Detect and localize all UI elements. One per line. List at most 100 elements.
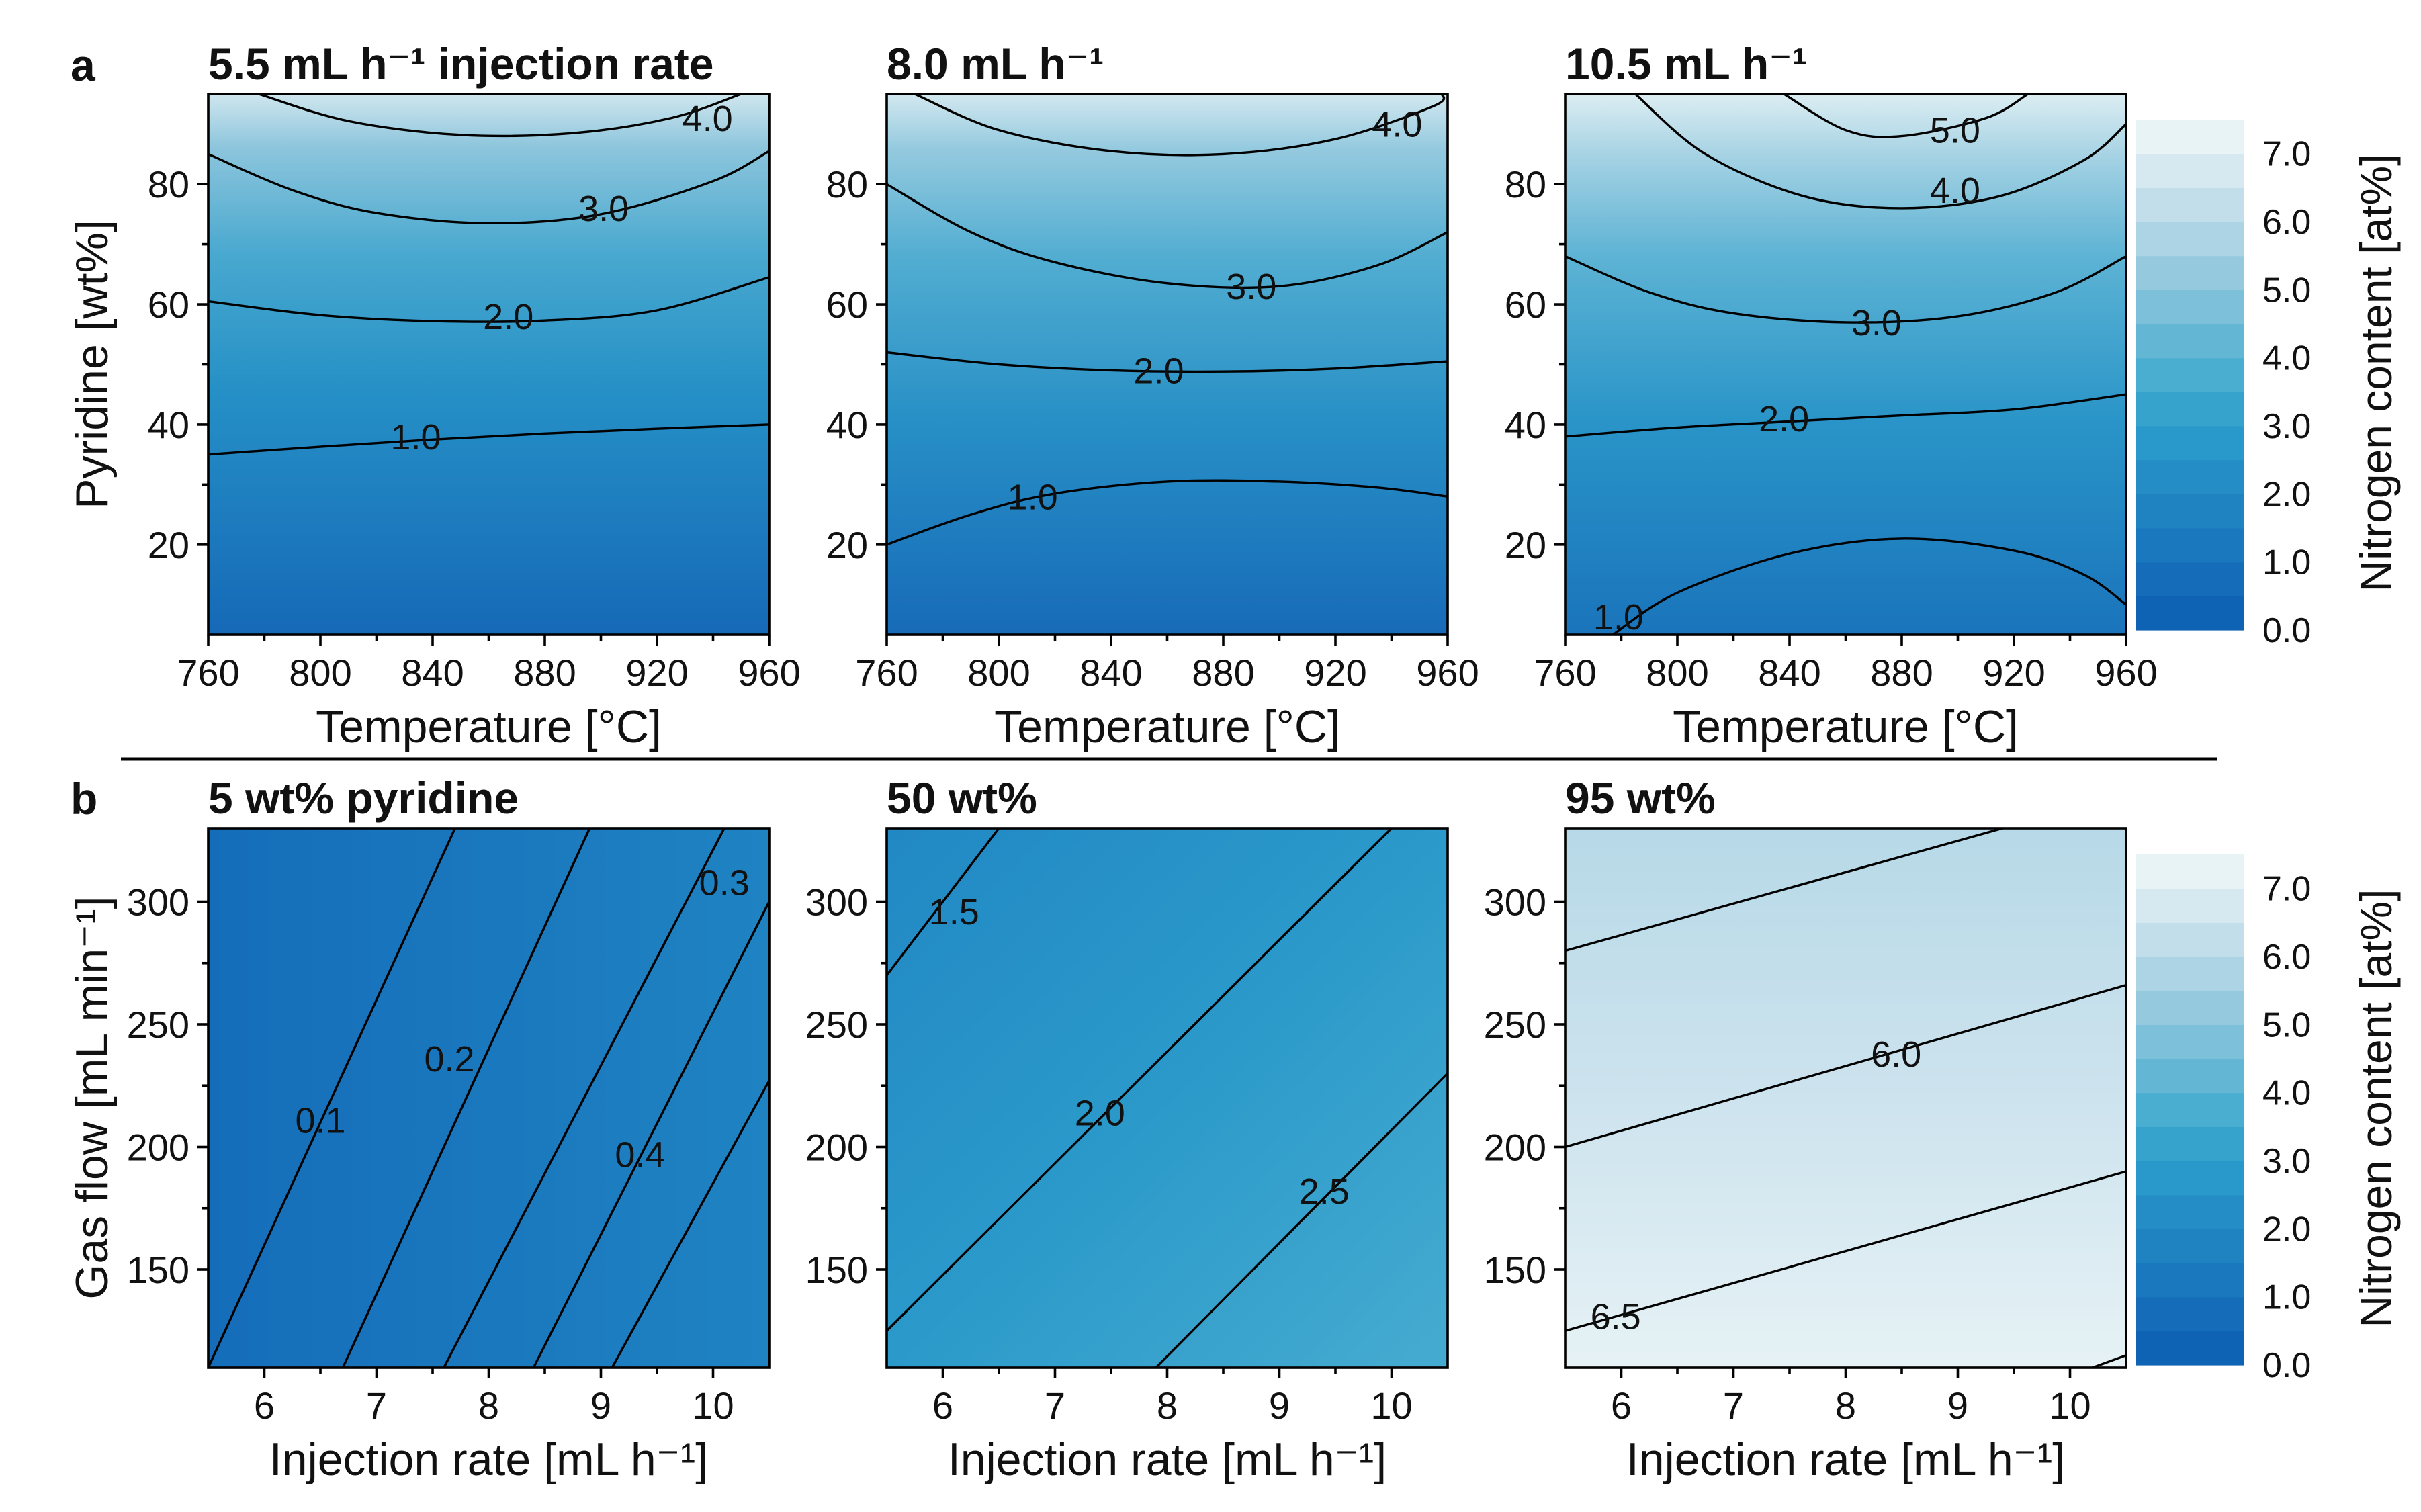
colorbar-swatch — [2136, 922, 2244, 957]
contour-line-7 — [2092, 1354, 2126, 1368]
colorbar-tick-label: 4.0 — [2262, 1074, 2311, 1113]
colorbar-swatch — [2136, 1331, 2244, 1366]
contour-fill — [1565, 828, 2126, 1368]
colorbar-swatch — [2136, 153, 2244, 188]
x-tick-label: 10 — [2049, 1384, 2090, 1427]
y-tick-label: 250 — [1484, 1004, 1546, 1046]
x-axis-label: Temperature [°C] — [1673, 701, 2019, 752]
contour-line-0.1 — [208, 828, 456, 1368]
contour-label: 3.0 — [1851, 303, 1902, 343]
colorbar-tick-label: 0.0 — [2262, 611, 2311, 650]
colorbar-top: 7.0 6.0 5.0 4.0 3.0 2.0 1.0 0.0 Nitrogen content… — [2136, 120, 2401, 650]
y-tick-label: 200 — [127, 1126, 189, 1169]
x-tick-label: 880 — [1192, 652, 1254, 694]
panel-title: 95 wt% — [1565, 773, 1716, 823]
x-tick-label: 9 — [1269, 1384, 1290, 1427]
colorbar-tick-label: 1.0 — [2262, 543, 2311, 582]
x-tick-label: 6 — [932, 1384, 953, 1427]
panel-letter-b: b — [71, 774, 97, 824]
panel-title: 5.5 mL h⁻¹ injection rate — [208, 39, 713, 89]
x-tick-label: 960 — [2095, 652, 2157, 694]
colorbar-swatch — [2136, 1059, 2244, 1094]
contour-line-2 — [1565, 393, 2126, 438]
colorbar-tick-label: 5.0 — [2262, 271, 2311, 310]
contour-line-0.5 — [611, 1080, 769, 1368]
contour-label: 5.0 — [1930, 111, 1980, 151]
x-tick-label: 10 — [1370, 1384, 1412, 1427]
contour-label: 3.0 — [1226, 267, 1276, 307]
panel-letter-a: a — [71, 40, 96, 90]
contour-lines — [208, 94, 769, 456]
x-tick-label: 960 — [738, 652, 800, 694]
x-tick-label: 760 — [1534, 652, 1596, 694]
contour-lines — [208, 828, 769, 1368]
x-tick-label: 920 — [1982, 652, 2045, 694]
x-tick-label: 6 — [254, 1384, 275, 1427]
y-tick-label: 60 — [148, 283, 189, 326]
x-tick-label: 7 — [1045, 1384, 1065, 1427]
contour-line-5.5 — [1565, 828, 2003, 952]
contour-lines — [887, 94, 1448, 546]
panel-title: 5 wt% pyridine — [208, 773, 519, 823]
y-tick-label: 80 — [148, 163, 189, 206]
y-tick-label: 150 — [805, 1249, 868, 1291]
colorbar-swatch — [2136, 1229, 2244, 1263]
colorbar-swatch — [2136, 1296, 2244, 1331]
y-tick-label: 60 — [826, 283, 868, 326]
contour-line-1 — [1612, 537, 2126, 635]
x-tick-label: 800 — [967, 652, 1030, 694]
x-tick-label: 840 — [1080, 652, 1142, 694]
x-tick-label: 920 — [1304, 652, 1366, 694]
y-axis-label: Gas flow [mL min⁻¹] — [67, 896, 118, 1299]
contour-label: 0.3 — [699, 862, 750, 903]
y-tick-label: 200 — [1484, 1126, 1546, 1169]
contour-panel-a3: 1.0 2.0 3.0 4.0 5.0 760 800 840 880 920 960 20 40 60 8… — [1505, 39, 2158, 752]
y-tick-label: 40 — [1505, 404, 1546, 446]
colorbar-swatch — [2136, 854, 2244, 889]
contour-panel-b3: 6.0 6.5 6 7 8 9 10 150 200 250 300 95 wt% Injection … — [1484, 773, 2127, 1485]
colorbar-swatch — [2136, 1263, 2244, 1298]
y-tick-label: 300 — [127, 881, 189, 924]
colorbar-swatch — [2136, 888, 2244, 923]
contour-fill — [208, 828, 769, 1368]
colorbar-tick-label: 0.0 — [2262, 1346, 2311, 1385]
contour-panel-b1: 0.1 0.2 0.3 0.4 6 7 8 9 10 150 200 250 300 5 wt% pyri… — [67, 773, 771, 1485]
colorbar-bottom: 7.0 6.0 5.0 4.0 3.0 2.0 1.0 0.0 Nitrogen content… — [2136, 854, 2401, 1385]
y-tick-label: 150 — [127, 1249, 189, 1291]
y-tick-label: 200 — [805, 1126, 868, 1169]
x-tick-label: 840 — [1758, 652, 1820, 694]
colorbar-swatch — [2136, 426, 2244, 461]
x-tick-label: 8 — [1835, 1384, 1856, 1427]
contour-line-2 — [887, 828, 1393, 1332]
colorbar-swatch — [2136, 1161, 2244, 1196]
contour-label: 2.0 — [1759, 399, 1809, 439]
colorbar-swatch — [2136, 222, 2244, 257]
contour-line-6.5 — [1565, 1170, 2126, 1332]
x-axis-label: Injection rate [mL h⁻¹] — [1626, 1434, 2065, 1485]
colorbar-tick-label: 4.0 — [2262, 339, 2311, 378]
y-tick-label: 40 — [148, 404, 189, 446]
x-tick-label: 920 — [625, 652, 688, 694]
contour-line-3 — [1565, 255, 2126, 324]
x-tick-label: 8 — [478, 1384, 499, 1427]
contour-line-4 — [258, 94, 742, 138]
y-tick-label: 60 — [1505, 283, 1546, 326]
contour-lines — [887, 828, 1448, 1368]
contour-line-1.5 — [887, 828, 1000, 977]
x-tick-label: 7 — [366, 1384, 387, 1427]
colorbar-swatch — [2136, 528, 2244, 563]
contour-line-4 — [1634, 94, 2126, 210]
x-tick-label: 960 — [1416, 652, 1479, 694]
contour-line-4 — [914, 94, 1446, 157]
colorbar-swatch — [2136, 1092, 2244, 1127]
colorbar-label: Nitrogen content [at%] — [2351, 889, 2401, 1327]
contour-label: 1.0 — [1593, 597, 1644, 637]
x-tick-label: 10 — [692, 1384, 734, 1427]
colorbar-tick-label: 1.0 — [2262, 1278, 2311, 1317]
contour-line-0.4 — [532, 901, 769, 1368]
contour-label: 4.0 — [683, 99, 733, 139]
contour-fill — [208, 94, 769, 635]
contour-line-0.2 — [341, 828, 591, 1368]
contour-line-2.5 — [1155, 1072, 1448, 1368]
